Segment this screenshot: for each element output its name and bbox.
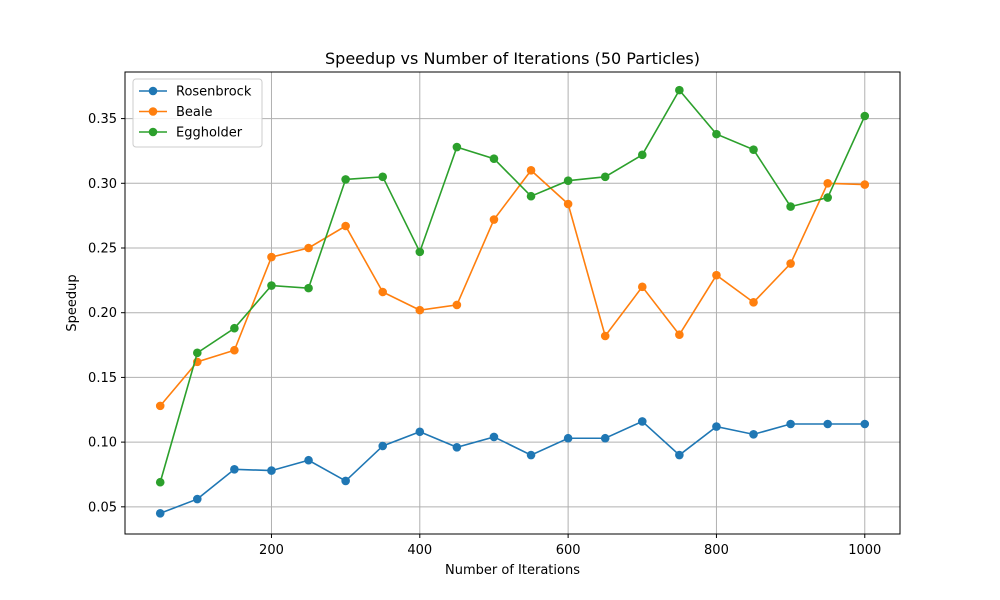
data-point-eggholder — [230, 323, 239, 333]
data-point-eggholder — [489, 154, 499, 164]
data-point-beale — [304, 243, 313, 253]
ticks: 200 400 600 800 1000 0.05 0.10 0.15 0.20 0.25 0.30… — [88, 112, 881, 558]
y-tick-label: 0.15 — [88, 371, 117, 386]
chart-title: Speedup vs Number of Iterations (50 Part… — [325, 49, 700, 68]
data-point-eggholder — [860, 111, 870, 121]
data-point-eggholder — [193, 348, 202, 358]
legend-marker-rosenbrock — [148, 86, 158, 96]
legend-label-beale: Beale — [176, 105, 213, 120]
data-point-beale — [712, 270, 721, 280]
data-point-eggholder — [378, 172, 388, 182]
x-tick-label: 800 — [704, 543, 729, 558]
y-tick-label: 0.35 — [88, 112, 117, 127]
data-point-eggholder — [637, 150, 647, 160]
data-point-eggholder — [563, 176, 573, 186]
x-axis-label: Number of Iterations — [445, 563, 580, 578]
data-point-rosenbrock — [749, 430, 758, 439]
y-tick-label: 0.20 — [88, 306, 117, 321]
data-point-rosenbrock — [415, 427, 425, 437]
data-point-beale — [230, 345, 239, 355]
data-point-beale — [749, 298, 758, 307]
data-point-beale — [786, 259, 795, 268]
data-point-beale — [675, 330, 684, 340]
data-point-eggholder — [526, 191, 536, 201]
data-point-rosenbrock — [378, 441, 388, 451]
data-point-beale — [563, 199, 573, 209]
data-point-rosenbrock — [563, 433, 573, 443]
data-point-eggholder — [304, 283, 313, 293]
data-point-rosenbrock — [155, 508, 165, 518]
data-point-beale — [415, 305, 425, 315]
data-point-eggholder — [786, 202, 795, 211]
legend-label-eggholder: Eggholder — [176, 126, 243, 141]
legend-label-rosenbrock: Rosenbrock — [176, 85, 252, 100]
series-line-rosenbrock — [159, 420, 865, 515]
legend: Rosenbrock Beale Eggholder — [132, 78, 263, 148]
x-tick-label: 600 — [556, 543, 581, 558]
data-point-beale — [155, 401, 165, 411]
data-point-eggholder — [452, 142, 462, 152]
data-point-rosenbrock — [712, 422, 721, 431]
data-point-beale — [860, 180, 870, 189]
data-point-eggholder — [600, 172, 610, 182]
series-line-eggholder — [159, 88, 866, 483]
data-point-rosenbrock — [489, 432, 499, 442]
data-point-rosenbrock — [452, 442, 462, 452]
data-point-rosenbrock — [860, 419, 870, 429]
series-group — [155, 85, 870, 518]
y-axis-label: Speedup — [65, 274, 80, 331]
data-point-beale — [526, 166, 536, 175]
data-point-beale — [637, 282, 647, 292]
y-tick-label: 0.05 — [88, 500, 117, 515]
data-point-beale — [341, 221, 350, 231]
y-tick-label: 0.10 — [88, 436, 117, 451]
legend-marker-eggholder — [148, 127, 158, 137]
data-point-eggholder — [155, 477, 165, 487]
data-point-rosenbrock — [526, 450, 536, 460]
y-tick-label: 0.25 — [88, 242, 117, 257]
data-point-beale — [452, 300, 462, 310]
data-point-eggholder — [712, 129, 721, 139]
data-point-rosenbrock — [304, 455, 313, 465]
data-point-rosenbrock — [193, 494, 202, 504]
data-point-eggholder — [267, 281, 276, 290]
data-point-eggholder — [823, 193, 832, 202]
data-point-rosenbrock — [341, 476, 350, 486]
data-point-rosenbrock — [786, 419, 795, 429]
data-point-beale — [267, 252, 276, 262]
grid — [125, 72, 900, 534]
x-tick-label: 1000 — [848, 543, 881, 558]
legend-box — [132, 78, 263, 148]
data-point-beale — [378, 287, 388, 297]
x-tick-label: 400 — [407, 543, 432, 558]
series-line-beale — [159, 169, 865, 407]
data-point-rosenbrock — [267, 466, 276, 475]
data-point-beale — [489, 215, 499, 224]
data-point-eggholder — [415, 247, 425, 257]
data-point-eggholder — [749, 145, 758, 154]
data-point-eggholder — [675, 85, 684, 95]
data-point-rosenbrock — [637, 417, 647, 426]
data-point-eggholder — [341, 175, 350, 184]
data-point-rosenbrock — [230, 464, 239, 474]
x-tick-label: 200 — [259, 543, 284, 558]
data-point-rosenbrock — [823, 419, 832, 429]
plot-frame — [124, 71, 901, 535]
data-point-rosenbrock — [600, 433, 610, 443]
y-tick-label: 0.30 — [88, 177, 117, 192]
data-point-rosenbrock — [675, 450, 684, 460]
data-point-beale — [823, 178, 832, 188]
legend-marker-beale — [148, 107, 158, 116]
data-point-beale — [600, 331, 610, 341]
